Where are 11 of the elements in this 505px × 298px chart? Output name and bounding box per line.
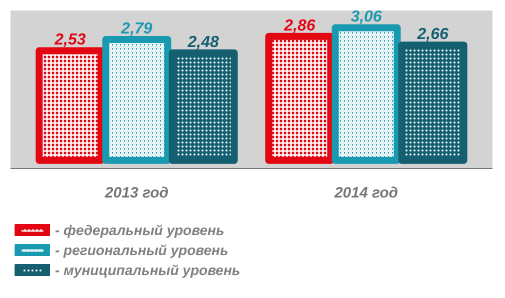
legend-label: - федеральный уровень [55,222,224,238]
data-label: 2,48 [186,34,219,51]
data-label: 3,06 [350,8,382,26]
data-label: 2,86 [283,17,316,34]
data-label: 2,66 [416,26,448,44]
data-label: 2,53 [54,32,86,49]
legend-label: - региональный уровень [55,242,228,258]
x-tick-label: 2013 год [104,184,169,202]
x-tick-label: 2014 год [333,184,398,202]
legend-label: - муниципальный уровень [55,262,240,278]
data-label: 2,79 [120,20,152,38]
